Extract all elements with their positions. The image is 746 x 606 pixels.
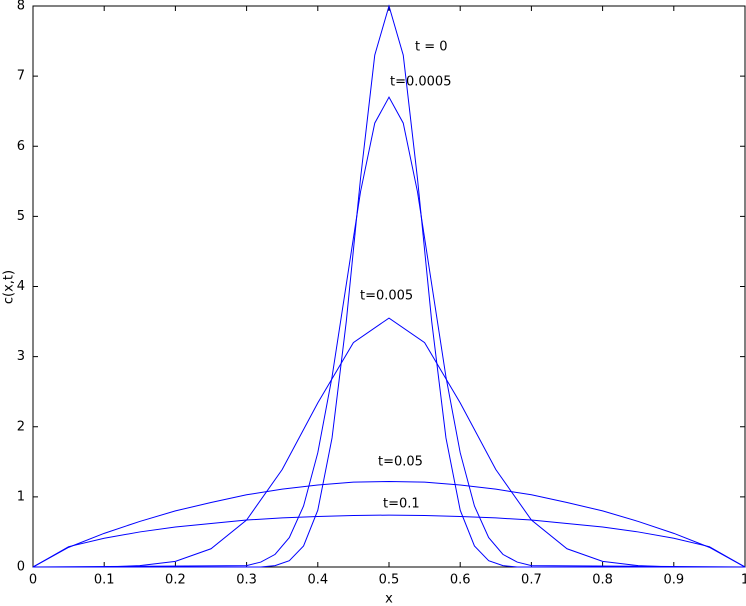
curve [32,96,746,568]
y-tick-label: 4 [17,279,25,294]
y-tick-label: 0 [17,560,25,575]
x-tick-label: 0.7 [521,573,542,588]
y-tick-label: 3 [17,349,25,364]
curve-label: t = 0 [415,40,448,55]
curve [32,514,746,568]
plot-frame [32,5,746,568]
x-axis-label: x [385,592,393,606]
x-tick-label: 1 [741,573,746,588]
x-tick-label: 0.1 [94,573,115,588]
x-tick-label: 0.9 [663,573,684,588]
x-tick-label: 0.4 [307,573,328,588]
curve-label: t=0.05 [378,455,423,470]
y-tick-label: 7 [17,69,25,84]
y-tick-label: 1 [17,489,25,504]
y-axis-label: c(x,t) [2,270,17,304]
x-tick-label: 0.2 [165,573,186,588]
curve-label: t=0.005 [360,289,413,304]
x-tick-label: 0.3 [236,573,257,588]
y-tick-label: 5 [17,209,25,224]
curve [33,4,745,568]
x-tick-label: 0.8 [592,573,613,588]
y-tick-label: 6 [17,139,25,154]
curve [32,480,746,568]
curve [33,317,745,568]
curve-label: t=0.1 [383,497,420,512]
curve-label: t=0.0005 [390,75,451,90]
x-tick-label: 0 [29,573,37,588]
x-tick-label: 0.6 [450,573,471,588]
y-tick-label: 2 [17,419,25,434]
y-tick-label: 8 [17,0,25,14]
x-tick-label: 0.5 [379,573,400,588]
